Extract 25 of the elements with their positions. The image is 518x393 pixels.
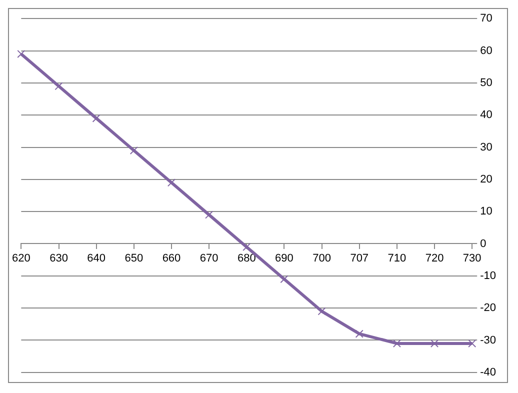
- y-tick-label: 10: [480, 206, 492, 218]
- x-tick-label: 707: [350, 252, 369, 264]
- y-tick-label: 60: [480, 44, 492, 57]
- y-tick-label: -40: [480, 366, 496, 378]
- y-tick-label: 40: [480, 109, 492, 122]
- y-tick-label: -10: [480, 270, 496, 282]
- y-tick-label: -30: [480, 334, 496, 346]
- x-tick-label: 660: [162, 252, 181, 264]
- x-tick-label: 730: [462, 252, 482, 264]
- x-tick-label: 700: [312, 252, 331, 264]
- x-tick-label: 720: [425, 252, 444, 264]
- y-tick-label: 50: [480, 76, 492, 89]
- x-tick-label: 690: [275, 252, 294, 264]
- x-tick-label: 670: [200, 252, 218, 264]
- x-tick-label: 640: [87, 252, 106, 264]
- y-tick-label: 30: [480, 141, 492, 154]
- x-tick-label: 620: [12, 252, 30, 264]
- y-tick-label: -20: [480, 302, 496, 314]
- y-tick-label: 0: [480, 238, 486, 250]
- y-tick-label: 20: [480, 173, 492, 186]
- x-tick-label: 650: [124, 252, 144, 264]
- y-tick-label: 70: [480, 12, 492, 25]
- x-tick-label: 680: [237, 252, 256, 264]
- x-tick-label: 710: [388, 252, 406, 264]
- x-tick-label: 630: [50, 252, 68, 264]
